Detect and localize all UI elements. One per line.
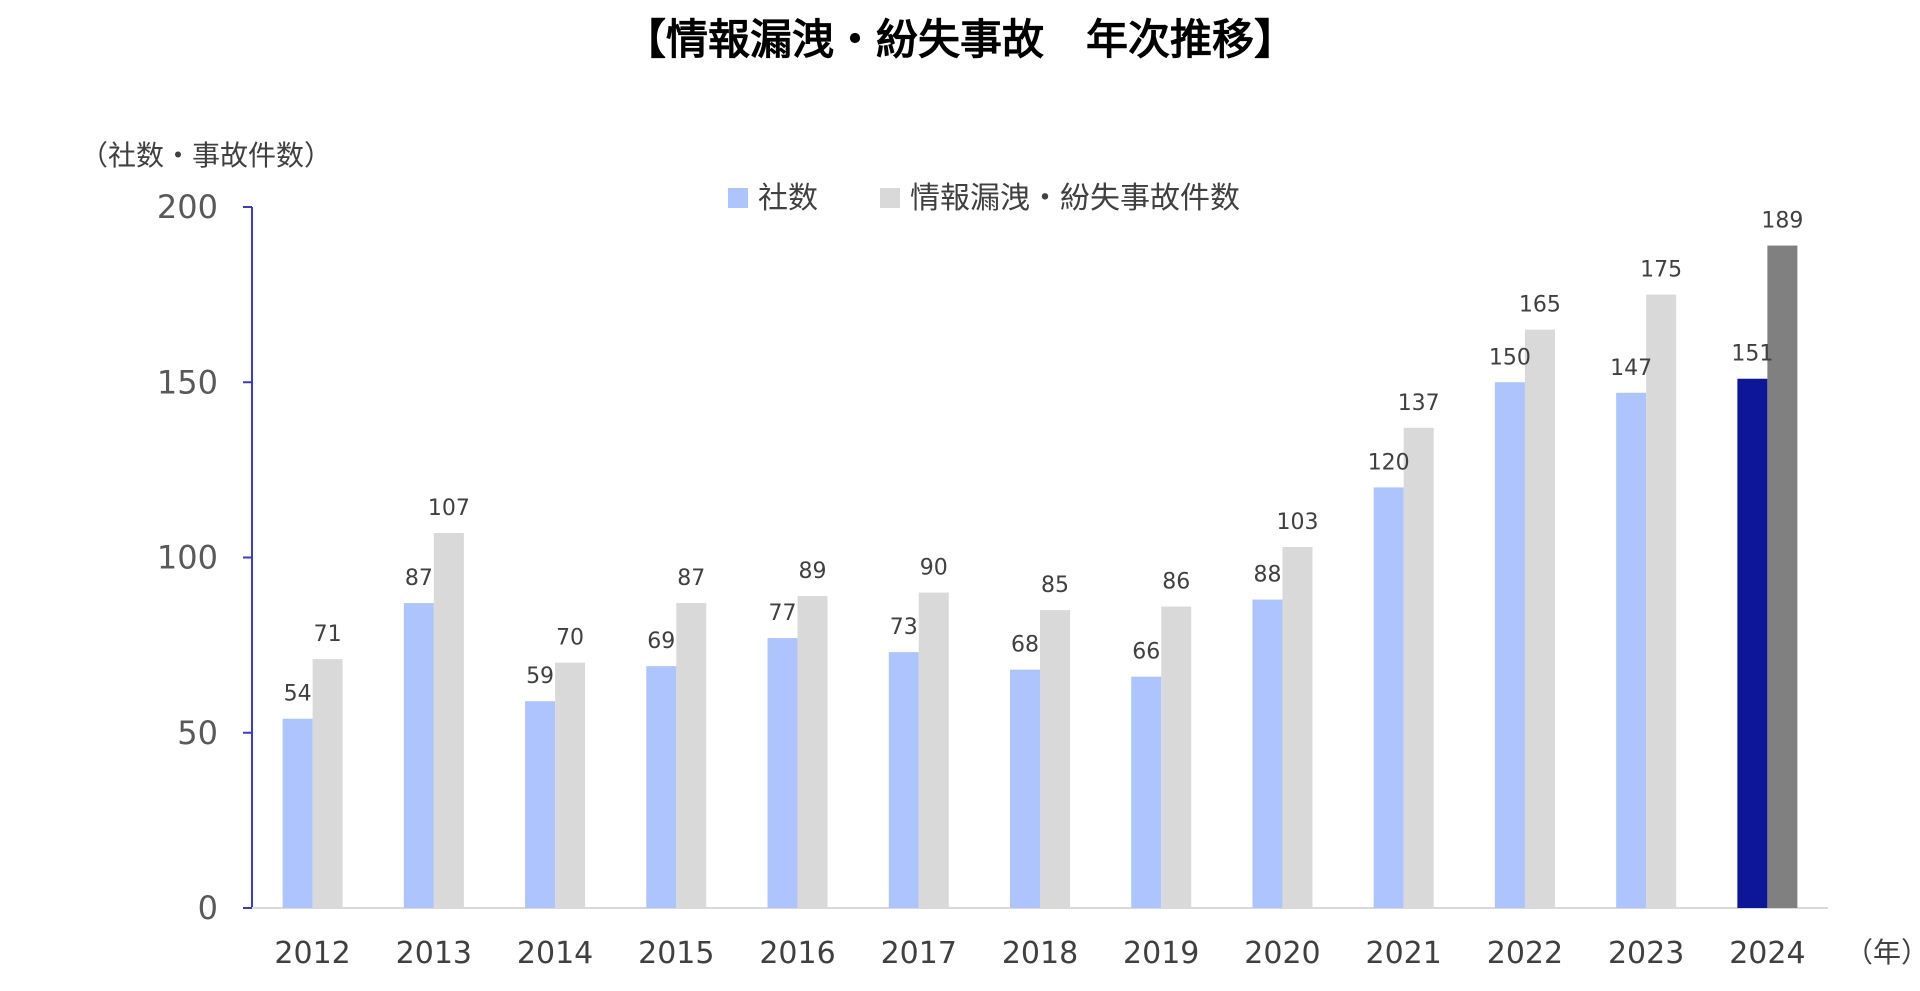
y-tick-label: 100 <box>157 539 218 577</box>
bar-incidents-2016 <box>797 596 828 908</box>
data-label-companies-2019: 66 <box>1132 640 1160 665</box>
data-label-incidents-2012: 71 <box>314 622 342 647</box>
data-label-companies-2013: 87 <box>405 566 433 591</box>
y-tick-label: 50 <box>177 714 218 752</box>
y-tick-label: 0 <box>198 889 218 927</box>
bar-incidents-2020 <box>1282 546 1313 908</box>
bar-incidents-2022 <box>1524 329 1555 908</box>
x-tick-label-2012: 2012 <box>274 936 350 971</box>
data-label-incidents-2022: 165 <box>1519 293 1561 318</box>
data-label-companies-2015: 69 <box>647 629 675 654</box>
x-tick-label-2015: 2015 <box>638 936 714 971</box>
data-label-companies-2023: 147 <box>1610 356 1652 381</box>
x-tick-label-2016: 2016 <box>759 936 835 971</box>
x-axis: 2012 2013 2014 2015 2016 2017 2018 2019 2020 2021… <box>252 907 1828 971</box>
data-label-incidents-2021: 137 <box>1398 391 1440 416</box>
legend: 社数 情報漏洩・紛失事故件数 <box>728 181 1240 216</box>
data-label-companies-2022: 150 <box>1489 345 1531 370</box>
bar-companies-2022 <box>1494 382 1525 908</box>
x-tick-label-2022: 2022 <box>1487 936 1563 971</box>
bar-incidents-2012 <box>312 659 343 908</box>
x-tick-label-2014: 2014 <box>517 936 593 971</box>
bar-companies-2019 <box>1131 676 1162 908</box>
bar-incidents-2017 <box>918 592 949 908</box>
data-label-incidents-2017: 90 <box>920 556 948 581</box>
bar-incidents-2021 <box>1403 427 1434 908</box>
x-tick-label-2017: 2017 <box>881 936 957 971</box>
bar-incidents-2024 <box>1767 245 1798 908</box>
legend-label-incidents: 情報漏洩・紛失事故件数 <box>910 181 1240 216</box>
bar-incidents-2013 <box>433 532 464 908</box>
bar-companies-2017 <box>888 652 919 908</box>
bar-companies-2015 <box>646 666 677 908</box>
bar-companies-2024 <box>1737 378 1768 908</box>
bar-companies-2021 <box>1373 487 1404 908</box>
legend-swatch-companies <box>728 188 748 208</box>
data-label-companies-2020: 88 <box>1253 563 1281 588</box>
data-label-incidents-2018: 85 <box>1041 573 1069 598</box>
data-label-companies-2016: 77 <box>769 601 797 626</box>
data-label-incidents-2016: 89 <box>799 559 827 584</box>
bar-incidents-2015 <box>676 603 707 908</box>
bar-companies-2020 <box>1252 599 1283 908</box>
data-label-companies-2021: 120 <box>1368 450 1410 475</box>
bar-companies-2023 <box>1616 392 1647 908</box>
data-label-incidents-2019: 86 <box>1162 570 1190 595</box>
y-tick-label: 200 <box>157 188 218 226</box>
x-tick-label-2018: 2018 <box>1002 936 1078 971</box>
data-label-incidents-2024: 189 <box>1761 209 1803 234</box>
data-label-companies-2017: 73 <box>890 615 918 640</box>
legend-label-companies: 社数 <box>758 181 818 216</box>
data-label-incidents-2013: 107 <box>428 496 470 521</box>
y-axis: 0 50 100 150 200 <box>157 188 253 927</box>
y-tick-label: 150 <box>157 363 218 401</box>
bar-incidents-2018 <box>1040 610 1070 908</box>
data-label-incidents-2023: 175 <box>1640 258 1682 283</box>
legend-swatch-incidents <box>880 188 900 208</box>
data-label-companies-2018: 68 <box>1011 633 1039 658</box>
data-label-companies-2014: 59 <box>526 664 554 689</box>
bar-incidents-2019 <box>1161 606 1192 908</box>
x-tick-label-2024: 2024 <box>1729 936 1805 971</box>
bar-incidents-2023 <box>1646 294 1677 908</box>
data-label-incidents-2015: 87 <box>677 566 705 591</box>
bar-incidents-2014 <box>555 662 586 908</box>
x-tick-label-2023: 2023 <box>1608 936 1684 971</box>
bar-companies-2012 <box>282 718 313 908</box>
chart-title: 【情報漏洩・紛失事故 年次推移】 <box>624 15 1296 64</box>
data-label-companies-2012: 54 <box>284 682 312 707</box>
data-label-incidents-2020: 103 <box>1276 510 1318 535</box>
bar-companies-2016 <box>767 638 798 908</box>
x-tick-label-2019: 2019 <box>1123 936 1199 971</box>
y-axis-unit-label: （社数・事故件数） <box>80 139 332 172</box>
bars <box>282 245 1798 908</box>
bar-companies-2018 <box>1010 669 1040 908</box>
bar-companies-2013 <box>403 603 434 908</box>
data-label-companies-2024: 151 <box>1731 342 1773 367</box>
x-tick-label-2013: 2013 <box>396 936 472 971</box>
data-label-incidents-2014: 70 <box>556 626 584 651</box>
x-tick-label-2020: 2020 <box>1244 936 1320 971</box>
bar-companies-2014 <box>525 701 556 908</box>
x-tick-label-2021: 2021 <box>1366 936 1442 971</box>
x-axis-unit-label: （年） <box>1845 936 1920 969</box>
